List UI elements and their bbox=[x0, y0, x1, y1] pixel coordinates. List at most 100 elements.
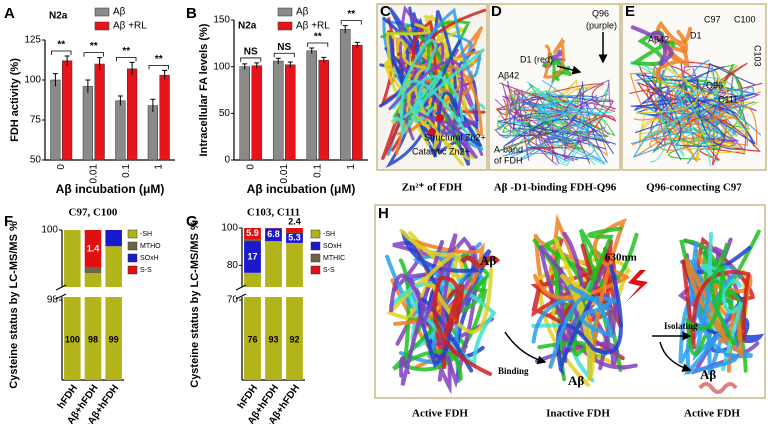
significance: ** bbox=[347, 9, 355, 20]
ribbon bbox=[660, 106, 718, 163]
bar bbox=[318, 59, 330, 161]
ribbon bbox=[511, 90, 616, 142]
chart-title: C103, C111 bbox=[247, 207, 300, 219]
error-bar bbox=[254, 62, 260, 69]
significance: ** bbox=[155, 54, 163, 65]
error-bar bbox=[150, 98, 156, 112]
data-label: 100 bbox=[65, 334, 80, 344]
bar-segment bbox=[244, 272, 261, 380]
arrow bbox=[659, 341, 692, 372]
data-label: 76 bbox=[247, 334, 257, 344]
x-tick-label: 0 bbox=[56, 164, 67, 170]
bar-segment bbox=[105, 230, 122, 247]
zinc-atom bbox=[436, 114, 444, 122]
y-tick-label: 50 bbox=[219, 108, 231, 119]
bar bbox=[352, 44, 363, 161]
data-label: 2.4 bbox=[288, 216, 301, 226]
error-bar bbox=[117, 95, 123, 106]
light-bolt bbox=[626, 270, 648, 302]
x-tick-label: 0.1 bbox=[312, 164, 323, 178]
ribbon bbox=[542, 59, 573, 82]
bar bbox=[159, 74, 170, 161]
x-tick-label: 1 bbox=[153, 164, 164, 170]
ribbon bbox=[499, 82, 570, 136]
bar bbox=[62, 60, 73, 161]
legend-label: -SH bbox=[140, 231, 152, 238]
legend-swatch bbox=[310, 229, 321, 239]
y-axis-label: Cysteine status by LC-MS/MS % bbox=[8, 221, 20, 389]
bar-segment bbox=[265, 228, 282, 242]
ribbon bbox=[555, 79, 617, 150]
label: C103 bbox=[753, 45, 763, 67]
bar-segment bbox=[244, 228, 261, 240]
bar bbox=[94, 63, 105, 161]
y-tick-label: 100 bbox=[24, 75, 41, 86]
significance-bracket bbox=[116, 57, 137, 62]
y-tick-label: 70 bbox=[227, 295, 239, 306]
data-label: 98 bbox=[88, 334, 98, 344]
legend-label: SOxH bbox=[323, 243, 342, 250]
significance-bracket bbox=[340, 20, 362, 25]
ribbon bbox=[534, 244, 638, 370]
x-tick-label: 0.1 bbox=[121, 164, 132, 178]
y-tick-label: 100 bbox=[213, 61, 230, 72]
legend-swatch bbox=[127, 253, 138, 263]
ribbon bbox=[389, 233, 474, 330]
legend-label: S-S bbox=[323, 267, 335, 274]
error-bar bbox=[275, 57, 281, 64]
ribbon bbox=[681, 259, 751, 350]
bar bbox=[82, 86, 93, 161]
error-bar bbox=[52, 73, 58, 87]
x-axis-label: Aβ incubation (μM) bbox=[247, 182, 356, 196]
label: Aβ bbox=[480, 253, 496, 268]
panel-letter: B bbox=[186, 5, 197, 22]
x-axis-label: Aβ incubation (μM) bbox=[56, 182, 165, 196]
error-bar bbox=[97, 57, 103, 71]
label: Aβ42 bbox=[498, 70, 519, 80]
ribbon bbox=[521, 89, 610, 161]
bar bbox=[127, 68, 138, 161]
ribbon bbox=[540, 96, 610, 166]
significance: NS bbox=[277, 42, 291, 53]
label: Q96 bbox=[592, 8, 609, 18]
bar bbox=[251, 65, 263, 161]
label: 630nm bbox=[605, 252, 637, 264]
bar bbox=[285, 64, 296, 161]
label: Catalytic Zn2+ bbox=[412, 146, 470, 156]
legend-label: Aβ +RL bbox=[113, 21, 147, 32]
error-bar bbox=[162, 69, 168, 80]
significance-bracket bbox=[148, 65, 169, 70]
axis-break bbox=[236, 287, 307, 297]
panel-letter: A bbox=[4, 5, 15, 22]
caption: Active FDH bbox=[684, 408, 740, 420]
label: of FDH bbox=[494, 155, 523, 165]
y-tick-label: 125 bbox=[24, 35, 41, 46]
error-bar bbox=[321, 56, 327, 63]
significance-bracket bbox=[83, 52, 104, 57]
y-tick-label: 75 bbox=[30, 115, 42, 126]
label: Structural Zn2+ bbox=[424, 132, 486, 142]
legend-swatch bbox=[310, 241, 321, 251]
legend-label: Aβ +RL bbox=[296, 21, 330, 32]
legend-swatch bbox=[94, 7, 110, 17]
panel-letter: E bbox=[625, 3, 635, 20]
bar bbox=[239, 66, 250, 161]
bar-segment bbox=[105, 246, 122, 380]
bar-segment bbox=[286, 232, 303, 234]
error-bar bbox=[287, 61, 293, 68]
error-bar bbox=[342, 25, 348, 34]
ribbon bbox=[388, 59, 476, 135]
label: (purple) bbox=[586, 20, 617, 30]
data-label: 5.3 bbox=[288, 232, 301, 242]
error-bar bbox=[242, 63, 248, 70]
ribbon bbox=[548, 284, 616, 369]
ribbon bbox=[656, 90, 758, 151]
legend-swatch bbox=[127, 241, 138, 251]
ribbon bbox=[399, 228, 494, 334]
y-tick-label: 0 bbox=[224, 155, 230, 166]
ribbon bbox=[630, 86, 754, 165]
significance-bracket bbox=[240, 57, 262, 62]
bar-segment bbox=[244, 241, 261, 273]
label: Isolating bbox=[664, 321, 698, 331]
